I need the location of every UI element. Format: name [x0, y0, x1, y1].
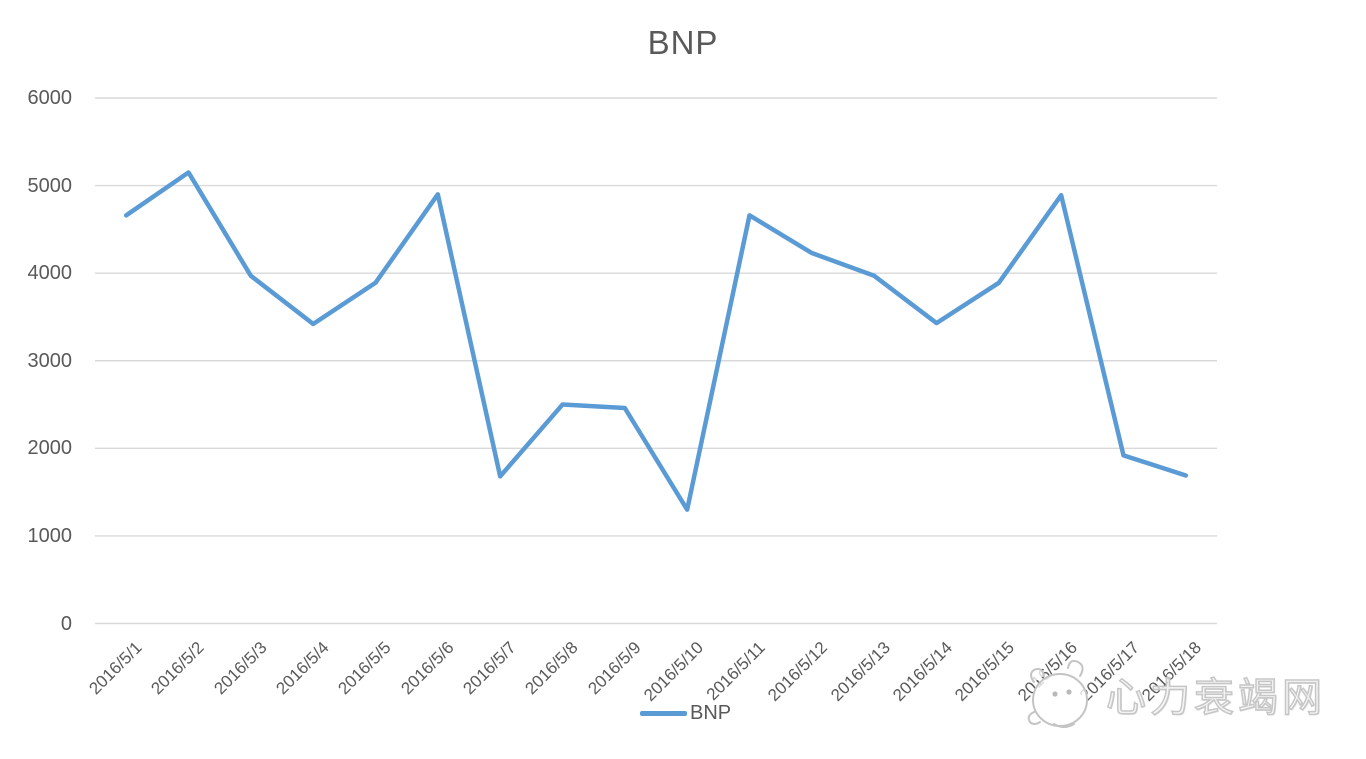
- legend[interactable]: BNP: [640, 702, 731, 725]
- y-axis-tick-label: 4000: [27, 262, 73, 285]
- legend-line-marker-icon: [640, 711, 687, 716]
- y-axis-tick-label: 5000: [27, 174, 73, 197]
- y-axis-tick-label: 3000: [27, 349, 73, 372]
- y-axis-tick-label: 6000: [27, 87, 73, 109]
- legend-label: BNP: [690, 702, 732, 724]
- chart-title: BNP: [647, 24, 719, 61]
- y-axis-tick-label: 1000: [27, 524, 73, 547]
- y-axis-tick-label: 2000: [27, 437, 73, 460]
- y-axis-tick-label: 0: [60, 612, 72, 635]
- line-series-bnp[interactable]: [123, 170, 1189, 512]
